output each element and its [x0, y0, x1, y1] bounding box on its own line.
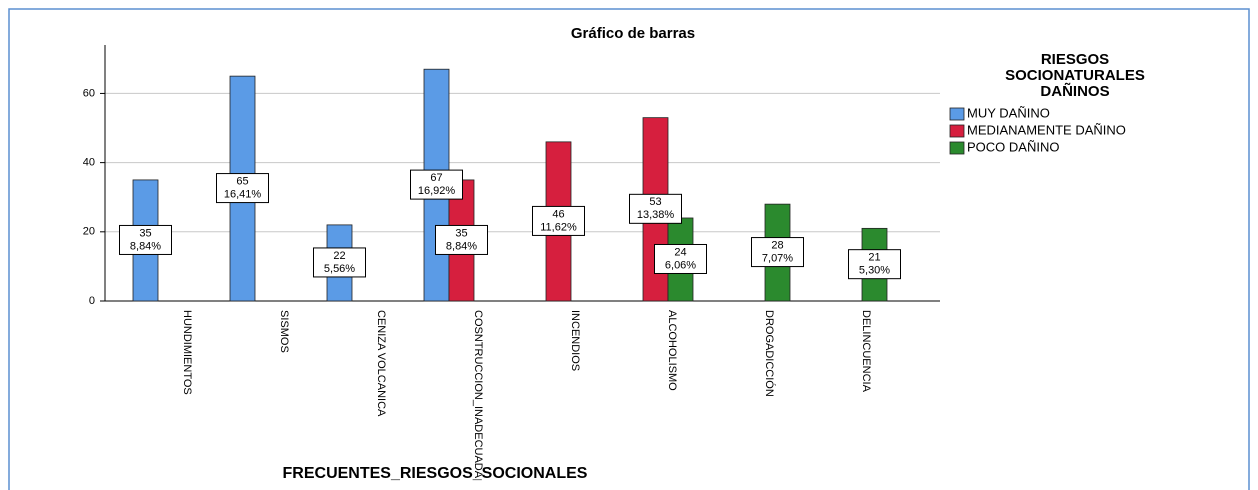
- data-label-percent: 8,84%: [446, 240, 477, 252]
- x-tick-label: DROGADICCIÓN: [763, 310, 776, 397]
- data-label-percent: 7,07%: [762, 252, 793, 264]
- legend-label: POCO DAÑINO: [967, 139, 1059, 154]
- data-label-box: [216, 173, 269, 204]
- legend-swatch: [949, 124, 965, 138]
- legend-title: DAÑINOS: [1040, 82, 1109, 100]
- data-label-percent: 16,41%: [224, 188, 262, 200]
- legend-swatch: [949, 107, 965, 121]
- y-tick-label: 40: [83, 157, 95, 169]
- data-label: 358,84%: [435, 224, 488, 255]
- y-tick-label: 60: [83, 87, 95, 99]
- data-label-percent: 11,62%: [540, 221, 577, 233]
- data-label-count: 21: [868, 252, 880, 264]
- data-label-box: [410, 169, 463, 200]
- data-label: 246,06%: [654, 243, 707, 274]
- x-axis-title: FRECUENTES_RIESGOS_SOCIONALES: [283, 465, 588, 482]
- frame: [8, 8, 1250, 490]
- x-tick-label: SISMOS: [278, 310, 290, 353]
- data-label-box: [313, 247, 366, 278]
- chart-title: Gráfico de barras: [571, 25, 695, 42]
- y-tick-label: 0: [89, 295, 95, 307]
- data-label-box: [532, 205, 585, 236]
- data-label-count: 65: [236, 175, 248, 187]
- data-label-count: 22: [333, 250, 345, 262]
- data-label-box: [629, 193, 682, 224]
- data-label-count: 35: [455, 227, 467, 239]
- x-tick-label: COSNTRUCCION_INADECUADA: [472, 310, 484, 479]
- data-label: 225,56%: [313, 247, 366, 278]
- legend-label: MUY DAÑINO: [967, 105, 1050, 120]
- data-label-percent: 16,92%: [418, 185, 456, 197]
- data-label-percent: 5,30%: [859, 265, 890, 277]
- data-label-box: [654, 243, 707, 274]
- data-label-count: 46: [552, 208, 564, 220]
- data-label-percent: 6,06%: [665, 259, 696, 271]
- x-tick-label: INCENDIOS: [569, 310, 581, 371]
- legend-title: RIESGOS: [1041, 51, 1109, 68]
- data-label-count: 53: [649, 196, 661, 208]
- legend-title: SOCIONATURALES: [1005, 67, 1145, 84]
- data-label-count: 35: [139, 227, 151, 239]
- x-tick-label: DELINCUENCIA: [860, 310, 872, 393]
- data-label-box: [848, 249, 901, 280]
- x-tick-label: ALCOHOLISMO: [666, 310, 678, 391]
- data-label: 287,07%: [751, 237, 804, 268]
- data-label-percent: 8,84%: [130, 240, 161, 252]
- x-tick-label: HUNDIMIENTOS: [181, 310, 193, 395]
- data-label-count: 24: [674, 246, 686, 258]
- data-label-box: [751, 237, 804, 268]
- data-label-count: 67: [430, 172, 442, 184]
- data-label: 358,84%: [119, 224, 172, 255]
- x-tick-label: CENIZA VOLCANICA: [375, 310, 387, 417]
- data-label-percent: 5,56%: [324, 263, 355, 275]
- data-label-box: [435, 224, 488, 255]
- data-label-box: [119, 224, 172, 255]
- data-label: 215,30%: [848, 249, 901, 280]
- data-label-percent: 13,38%: [637, 209, 675, 221]
- legend-label: MEDIANAMENTE DAÑINO: [967, 122, 1126, 137]
- data-label-count: 28: [771, 239, 783, 251]
- legend-swatch: [949, 141, 965, 155]
- y-tick-label: 20: [83, 226, 95, 238]
